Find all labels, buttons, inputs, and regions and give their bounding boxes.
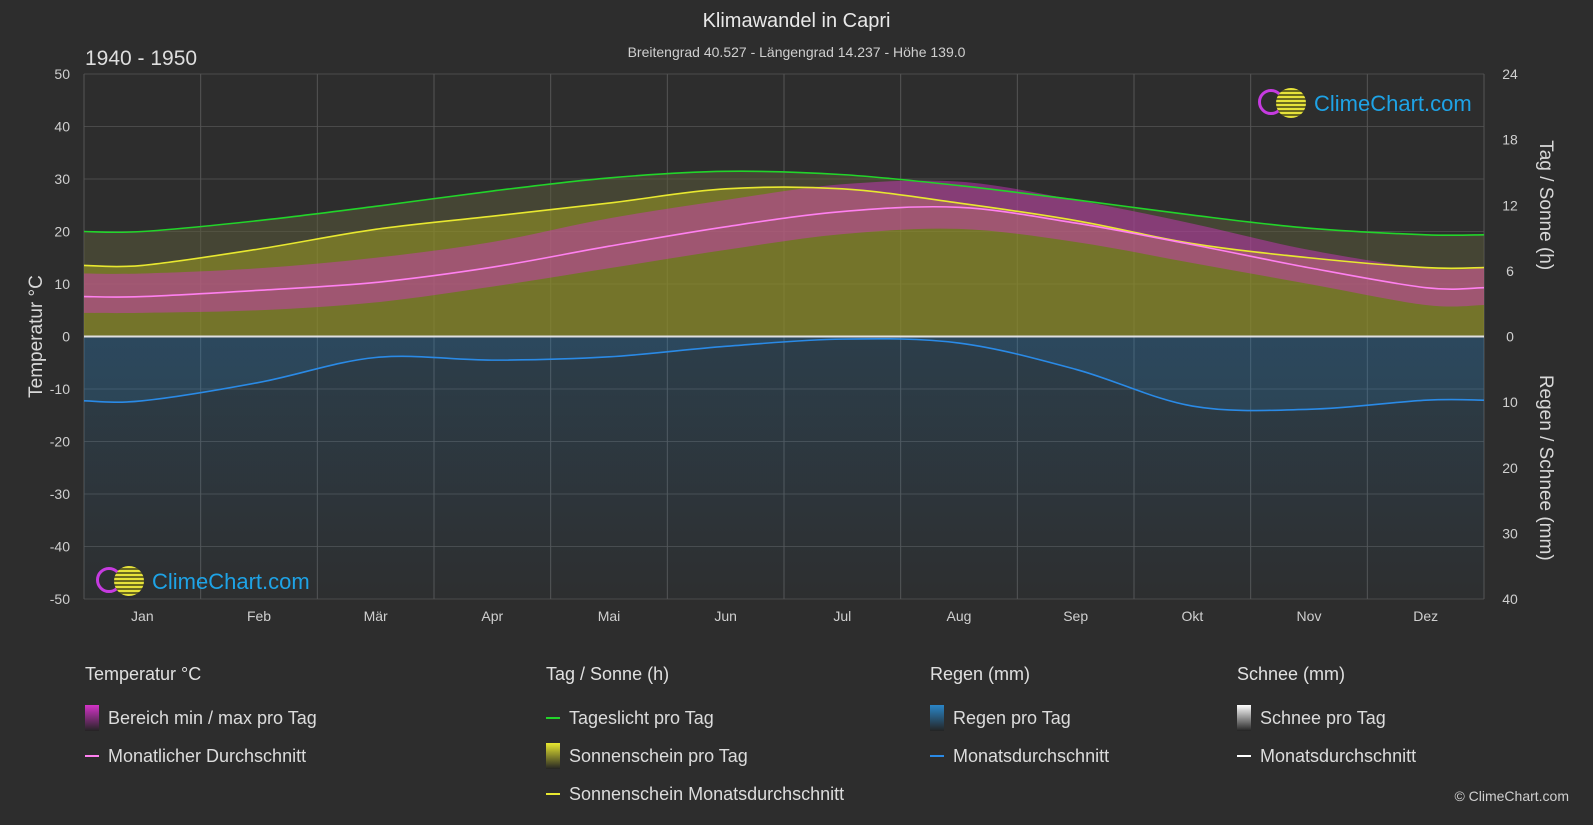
logo-bottom[interactable]: ClimeChart.com [96, 566, 310, 598]
legend-swatch [930, 705, 944, 731]
legend-swatch [546, 743, 560, 769]
legend-swatch [1237, 755, 1251, 757]
daylight-area [84, 171, 1484, 269]
month-label: Mär [364, 608, 388, 624]
month-label: Okt [1181, 608, 1203, 624]
right-top-tick-label: 6 [1506, 263, 1514, 279]
daylight-line [83, 170, 1485, 237]
legend-swatch [1237, 705, 1251, 731]
legend-heading: Temperatur °C [85, 664, 202, 684]
legend-swatch [930, 755, 944, 757]
legend-item: Regen pro Tag [930, 699, 1109, 737]
legend-label: Monatlicher Durchschnitt [108, 745, 307, 766]
legend-heading: Regen (mm) [930, 664, 1031, 684]
month-label: Dez [1413, 608, 1438, 624]
chart-subtitle: Breitengrad 40.527 - Längengrad 14.237 -… [627, 44, 966, 60]
month-label: Jun [714, 608, 737, 624]
left-tick-label: -50 [50, 591, 70, 607]
legend-label: Monatsdurchschnitt [953, 745, 1110, 766]
legend-item: Tageslicht pro Tag [546, 699, 844, 737]
legend-label: Bereich min / max pro Tag [108, 707, 317, 728]
legend-group: Regen (mm) Regen pro Tag Monatsdurchschnit… [930, 664, 1109, 775]
legend-label: Regen pro Tag [953, 707, 1071, 728]
left-axis-title: Temperatur °C [26, 275, 47, 398]
legend-heading: Schnee (mm) [1237, 664, 1346, 684]
legend-label: Sonnenschein Monatsdurchschnitt [569, 783, 845, 804]
logo-text: ClimeChart.com [1314, 91, 1472, 116]
legend-item: Monatsdurchschnitt [1237, 737, 1416, 775]
legend-label: Tageslicht pro Tag [569, 707, 714, 728]
left-tick-label: 20 [54, 224, 70, 240]
month-label: Aug [947, 608, 972, 624]
legend-item: Bereich min / max pro Tag [85, 699, 317, 737]
right-bottom-tick-label: 10 [1502, 394, 1518, 410]
temp-avg-line [83, 205, 1485, 298]
right-top-tick-label: 0 [1506, 329, 1514, 345]
logo-text: ClimeChart.com [152, 569, 310, 594]
legend-group: Tag / Sonne (h) Tageslicht pro Tag Sonnens… [546, 664, 844, 813]
legend-item: Sonnenschein pro Tag [546, 737, 844, 775]
logo-icon [1258, 88, 1310, 120]
right-bottom-axis-title: Regen / Schnee (mm) [1535, 375, 1556, 561]
legend-group: Temperatur °C Bereich min / max pro Tag Mo… [85, 664, 317, 775]
climate-chart: 50 40 30 20 10 0 -10 -20 -30 -40 -50 24 18 12 6 0 10 20 30… [26, 66, 1556, 624]
left-tick-label: -10 [50, 381, 70, 397]
sunshine-area [84, 187, 1484, 337]
sunshine-avg-line [83, 186, 1485, 270]
legend-item: Monatlicher Durchschnitt [85, 737, 317, 775]
month-label: Mai [598, 608, 621, 624]
rain-avg-line [83, 337, 1485, 412]
left-tick-label: -40 [50, 539, 70, 555]
month-label: Jul [833, 608, 851, 624]
left-tick-label: 10 [54, 276, 70, 292]
legend-swatch [546, 793, 560, 795]
right-top-tick-label: 18 [1502, 132, 1518, 148]
period-label: 1940 - 1950 [85, 47, 198, 70]
right-top-tick-label: 24 [1502, 66, 1518, 82]
month-label: Nov [1297, 608, 1322, 624]
rain-avg-area [84, 336, 1484, 411]
legend-swatch [546, 717, 560, 719]
legend-item: Sonnenschein Monatsdurchschnitt [546, 775, 844, 813]
month-label: Sep [1063, 608, 1088, 624]
left-tick-label: 30 [54, 171, 70, 187]
legend-group: Schnee (mm) Schnee pro Tag Monatsdurchschn… [1237, 664, 1416, 775]
left-tick-label: 40 [54, 119, 70, 135]
right-bottom-tick-label: 20 [1502, 460, 1518, 476]
left-tick-label: -20 [50, 434, 70, 450]
month-label: Jan [131, 608, 154, 624]
legend-swatch [85, 755, 99, 757]
legend-label: Schnee pro Tag [1260, 707, 1386, 728]
chart-title: Klimawandel in Capri [702, 10, 891, 32]
temp-range-band [84, 180, 1484, 314]
left-tick-label: 0 [62, 329, 70, 345]
copyright: © ClimeChart.com [1454, 788, 1569, 804]
left-tick-label: 50 [54, 66, 70, 82]
month-label: Apr [481, 608, 503, 624]
legend-label: Monatsdurchschnitt [1260, 745, 1417, 766]
legend-item: Monatsdurchschnitt [930, 737, 1109, 775]
left-tick-label: -30 [50, 486, 70, 502]
right-bottom-tick-label: 40 [1502, 591, 1518, 607]
legend-heading: Tag / Sonne (h) [546, 664, 670, 684]
legend-swatch [85, 705, 99, 731]
right-top-tick-label: 12 [1502, 197, 1518, 213]
logo-icon [96, 566, 148, 598]
logo-top[interactable]: ClimeChart.com [1258, 88, 1472, 120]
legend-item: Schnee pro Tag [1237, 699, 1416, 737]
month-label: Feb [247, 608, 271, 624]
right-top-axis-title: Tag / Sonne (h) [1535, 140, 1556, 270]
right-bottom-tick-label: 30 [1502, 525, 1518, 541]
legend-label: Sonnenschein pro Tag [569, 745, 748, 766]
rain-daily-area [84, 336, 1484, 599]
